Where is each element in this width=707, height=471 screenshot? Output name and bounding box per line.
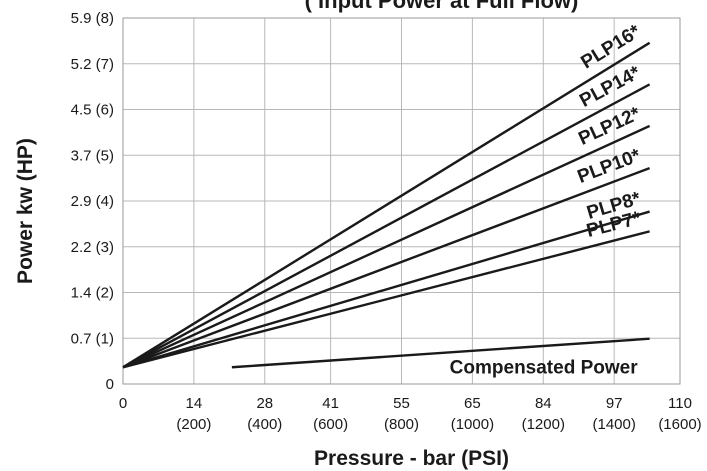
y-tick-label: 0: [106, 376, 114, 393]
plot-area-frame: [122, 17, 681, 385]
x-tick-sublabel: (1400): [592, 416, 635, 433]
series-line-plp7: [122, 230, 650, 369]
y-axis-ticks: 0 0.7 (1) 1.4 (2) 2.2 (3) 2.9 (4) 3.7 (5) 4.5 …: [71, 10, 114, 393]
x-tick-label: 28: [256, 395, 273, 412]
x-tick-label: 55: [393, 395, 410, 412]
x-tick-label: 65: [464, 395, 481, 412]
x-tick-sublabel: (800): [384, 416, 419, 433]
x-tick-sublabel: (1600): [658, 416, 701, 433]
series-layer: [122, 41, 651, 369]
y-tick-label: 0.7 (1): [71, 330, 114, 347]
y-tick-label: 1.4 (2): [71, 285, 114, 302]
x-tick-sublabel: (1000): [451, 416, 494, 433]
y-tick-label: 5.2 (7): [71, 56, 114, 73]
x-axis-ticks: 0 14 (200) 28 (400) 41 (600) 55 (800) 65 (1000) 84 (…: [119, 395, 702, 433]
y-tick-label: 2.2 (3): [71, 239, 114, 256]
y-tick-label: 3.7 (5): [71, 147, 114, 164]
series-line-compensated-power: [231, 337, 650, 369]
series-label-layer: PLP16*PLP14*PLP12*PLP10*PLP8*PLP7*Compen…: [450, 21, 645, 379]
x-tick-sublabel: (200): [176, 416, 211, 433]
y-tick-label: 4.5 (6): [71, 102, 114, 119]
x-tick-label: 97: [606, 395, 623, 412]
x-axis-title: Pressure - bar (PSI): [314, 447, 509, 470]
x-tick-sublabel: (600): [313, 416, 348, 433]
x-tick-label: 41: [322, 395, 339, 412]
x-tick-label: 0: [119, 395, 127, 412]
series-line-plp12: [122, 124, 651, 369]
series-label-plp10: PLP10*: [575, 145, 644, 188]
y-tick-label: 5.9 (8): [71, 10, 114, 27]
series-line-plp14: [122, 83, 651, 369]
y-tick-label: 2.9 (4): [71, 193, 114, 210]
series-line-plp16: [122, 41, 651, 369]
series-line-plp10: [122, 166, 651, 369]
series-label-compensated-power: Compensated Power: [450, 358, 639, 379]
x-tick-sublabel: (1200): [522, 416, 565, 433]
x-tick-label: 110: [668, 395, 692, 412]
chart-title: ( Input Power at Full Flow): [305, 0, 579, 13]
x-tick-sublabel: (400): [247, 416, 282, 433]
y-axis-title: Power kw (HP): [14, 138, 37, 284]
x-tick-label: 14: [186, 395, 203, 412]
x-tick-label: 84: [535, 395, 552, 412]
series-line-plp8: [122, 210, 650, 369]
